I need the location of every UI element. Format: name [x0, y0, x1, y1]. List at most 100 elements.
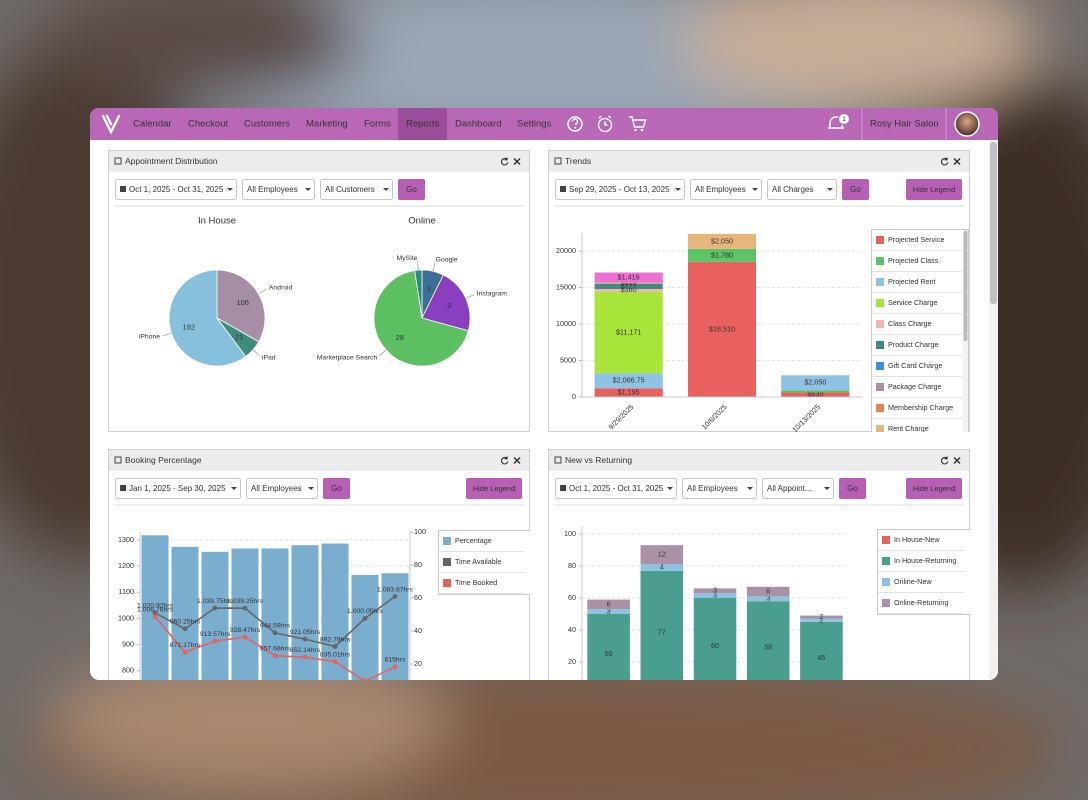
- legend-label[interactable]: In House-Returning: [894, 556, 956, 565]
- avatar[interactable]: [954, 111, 980, 137]
- segment-label: $2,066.75: [613, 376, 645, 385]
- line-point: [272, 630, 278, 636]
- refresh-button[interactable]: [500, 157, 509, 166]
- close-button[interactable]: [513, 157, 521, 166]
- slice-label: Instagram: [477, 290, 508, 297]
- panel: Appointment Distribution Oct 1, 2025 - Oc…: [108, 150, 530, 432]
- legend-label[interactable]: In House-New: [894, 535, 940, 544]
- bar-segment: [587, 614, 630, 680]
- leader-line: [379, 349, 387, 357]
- legend-swatch: [876, 320, 884, 328]
- legend-label[interactable]: Rent Charge: [888, 424, 929, 433]
- hide-legend-label: Hide Legend: [473, 484, 516, 493]
- point-label: 857.66hrs: [260, 646, 291, 653]
- legend-label[interactable]: Product Charge: [888, 340, 938, 349]
- close-button[interactable]: [953, 157, 961, 166]
- filter-dropdown[interactable]: [242, 179, 315, 200]
- filter-dropdown[interactable]: [762, 478, 834, 499]
- alarm-icon[interactable]: [597, 117, 613, 133]
- bar-segment: [687, 248, 757, 262]
- hide-legend-label: Hide Legend: [913, 484, 956, 493]
- nav-item[interactable]: Reports: [406, 119, 440, 130]
- legend: Percentage Time Available Time Booked: [438, 530, 530, 595]
- notification-badge[interactable]: [838, 113, 850, 125]
- filter-dropdown[interactable]: [115, 179, 237, 200]
- legend-label[interactable]: Projected Rent: [888, 277, 936, 286]
- refresh-button[interactable]: [500, 456, 509, 465]
- help-icon[interactable]: [567, 116, 583, 132]
- filter-dropdown[interactable]: [115, 478, 241, 499]
- y-tick-label: 1300: [118, 535, 134, 544]
- refresh-button[interactable]: [940, 157, 949, 166]
- cart-icon[interactable]: [629, 116, 647, 128]
- filter-dropdown[interactable]: [555, 478, 677, 499]
- point-label: 928.47hrs: [230, 627, 261, 634]
- segment-label: $2,050: [711, 236, 733, 245]
- filter-dropdown[interactable]: [682, 478, 757, 499]
- dropdown-caret: [824, 487, 830, 490]
- bar-segment: [640, 570, 684, 680]
- filter-label: All Employees: [251, 484, 302, 493]
- legend-label[interactable]: Time Available: [455, 557, 501, 566]
- nav-item[interactable]: Checkout: [188, 119, 228, 130]
- refresh-button[interactable]: [940, 456, 949, 465]
- bar-segment: [594, 283, 663, 290]
- pie-title: Online: [408, 216, 435, 227]
- legend-label[interactable]: Projected Class: [888, 256, 939, 265]
- legend-label[interactable]: Class Charge: [888, 319, 932, 328]
- y-tick-label: 20: [568, 657, 576, 666]
- segment-label: 6: [766, 587, 770, 596]
- legend-label[interactable]: Projected Service: [888, 235, 944, 244]
- go-button[interactable]: [398, 179, 425, 200]
- close-button[interactable]: [953, 456, 961, 465]
- filter-label: All Employees: [687, 484, 738, 493]
- go-button[interactable]: [842, 179, 869, 200]
- filter-dropdown[interactable]: [690, 179, 762, 200]
- legend-swatch: [882, 578, 890, 586]
- bar-segment: [587, 599, 630, 610]
- segment-label: 58: [764, 643, 772, 652]
- panel: Trends Sep 29, 2025 - Oct 13, 2025 All Emp…: [548, 150, 970, 433]
- legend-label[interactable]: Percentage: [455, 536, 492, 545]
- segment-label: 2: [819, 612, 823, 621]
- legend-swatch: [876, 299, 884, 307]
- point-label: 1,020.92hrs: [137, 603, 174, 610]
- close-button[interactable]: [513, 456, 521, 465]
- nav-item[interactable]: Calendar: [133, 119, 172, 130]
- hide-legend-button[interactable]: [466, 478, 522, 499]
- pie-slice: [414, 269, 423, 319]
- nav-item[interactable]: Dashboard: [455, 119, 501, 130]
- nav-item[interactable]: Settings: [517, 119, 552, 130]
- legend-label[interactable]: Service Charge: [888, 298, 938, 307]
- legend-label[interactable]: Time Booked: [455, 578, 497, 587]
- segment-label: $1,780: [711, 250, 733, 259]
- filter-dropdown[interactable]: [246, 478, 318, 499]
- go-button[interactable]: [323, 478, 350, 499]
- dropdown-caret: [667, 487, 673, 490]
- legend-swatch: [876, 236, 884, 244]
- legend-label[interactable]: Gift Card Charge: [888, 361, 942, 370]
- leader-line: [417, 261, 419, 271]
- nav-item[interactable]: Marketing: [306, 119, 348, 130]
- filter-dropdown[interactable]: [767, 179, 837, 200]
- logo[interactable]: [101, 114, 121, 135]
- legend-swatch: [882, 599, 890, 607]
- legend-label[interactable]: Package Charge: [888, 382, 942, 391]
- legend-scroll-thumb[interactable]: [963, 231, 968, 341]
- legend-label[interactable]: Online-New: [894, 577, 932, 586]
- legend-label[interactable]: Online-Returning: [894, 598, 948, 607]
- legend-label[interactable]: Membership Charge: [888, 403, 953, 412]
- hide-legend-button[interactable]: [906, 478, 962, 499]
- account-name[interactable]: Rosy Hair Salon: [870, 119, 939, 130]
- header-icon: [554, 456, 562, 464]
- calendar-icon: [560, 186, 566, 192]
- nav-item[interactable]: Forms: [364, 119, 391, 130]
- hide-legend-button[interactable]: [906, 179, 962, 200]
- filter-dropdown[interactable]: [555, 179, 685, 200]
- line-point: [392, 664, 398, 670]
- scrollbar-thumb[interactable]: [990, 142, 997, 304]
- bar-segment: [693, 593, 737, 598]
- nav-item[interactable]: Customers: [244, 119, 290, 130]
- go-button[interactable]: [839, 478, 866, 499]
- filter-dropdown[interactable]: [320, 179, 393, 200]
